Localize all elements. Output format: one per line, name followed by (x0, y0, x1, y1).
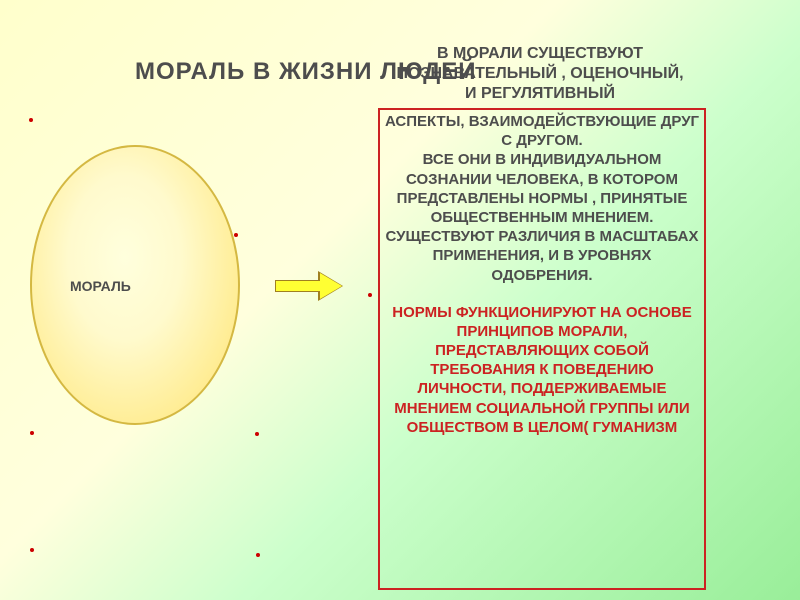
header-overlap-text: В МОРАЛИ СУЩЕСТВУЮТ ПОЗНАВАТЕЛЬНЫЙ , ОЦЕ… (395, 44, 685, 104)
arrow-icon (275, 275, 345, 297)
dot (30, 548, 34, 552)
dot (368, 293, 372, 297)
dot (234, 233, 238, 237)
dot (30, 431, 34, 435)
dot (29, 118, 33, 122)
description-para-1: АСПЕКТЫ, ВЗАИМОДЕЙСТВУЮЩИЕ ДРУГ С ДРУГОМ… (384, 112, 700, 285)
ellipse-label: МОРАЛЬ (70, 278, 131, 294)
moral-ellipse (30, 145, 240, 425)
description-para-2: НОРМЫ ФУНКЦИОНИРУЮТ НА ОСНОВЕ ПРИНЦИПОВ … (384, 285, 700, 437)
dot (256, 553, 260, 557)
description-box: АСПЕКТЫ, ВЗАИМОДЕЙСТВУЮЩИЕ ДРУГ С ДРУГОМ… (378, 108, 706, 590)
dot (255, 432, 259, 436)
